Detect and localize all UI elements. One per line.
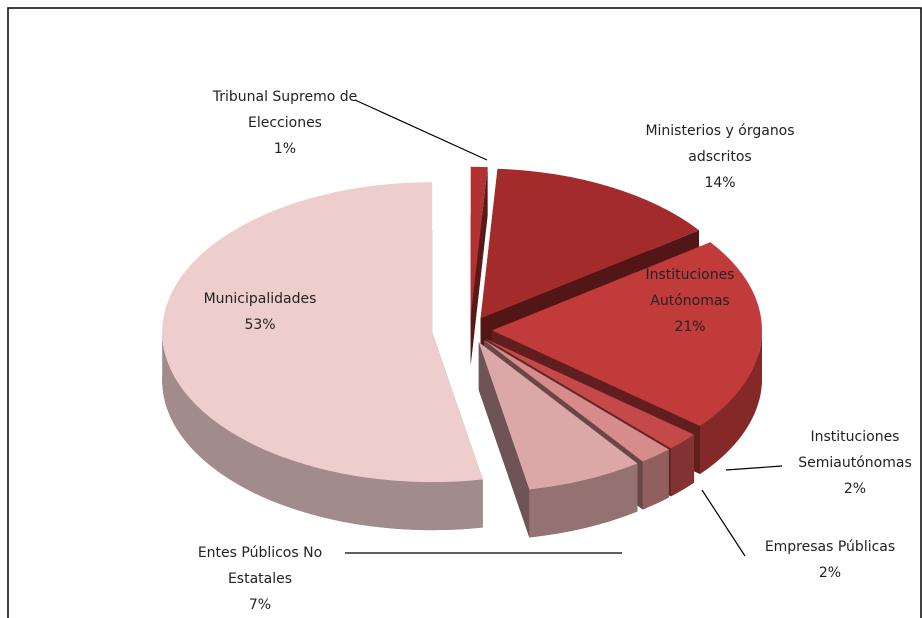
slice-top xyxy=(486,339,695,449)
slice-side xyxy=(670,434,695,497)
slice-top xyxy=(470,166,488,317)
slice-side xyxy=(529,463,638,538)
leader-line xyxy=(725,465,783,471)
slice-label: Entes Públicos No Estatales 7% xyxy=(170,540,350,618)
category-label: Empresas Públicas xyxy=(764,539,896,555)
slice-label: Municipalidades 53% xyxy=(175,286,345,338)
slice-top xyxy=(491,242,762,427)
slice-label: Empresas Públicas 2% xyxy=(735,534,922,586)
slice-top xyxy=(162,182,483,483)
category-label: Tribunal Supremo de Elecciones xyxy=(212,89,358,131)
value-label: 1% xyxy=(273,141,297,157)
frame xyxy=(7,7,922,618)
slice-top xyxy=(484,340,669,462)
value-label: 21% xyxy=(674,319,706,335)
slice-radial-wall xyxy=(478,342,530,538)
slice-label: Instituciones Autónomas 21% xyxy=(630,262,750,340)
slices xyxy=(162,166,762,538)
category-label: Instituciones Semiautónomas xyxy=(798,429,912,471)
value-label: 2% xyxy=(843,481,867,497)
leader-lines xyxy=(345,99,783,557)
slice-radial-wall xyxy=(470,167,488,365)
slice-label: Instituciones Semiautónomas 2% xyxy=(785,424,922,502)
slice-label: Ministerios y órganos adscritos 14% xyxy=(640,118,800,196)
value-label: 53% xyxy=(244,317,276,333)
value-label: 7% xyxy=(248,597,272,613)
category-label: Instituciones Autónomas xyxy=(645,267,735,309)
value-label: 14% xyxy=(704,175,736,191)
slice-top xyxy=(478,342,638,490)
slice-top xyxy=(480,168,700,319)
category-label: Entes Públicos No Estatales xyxy=(197,545,323,587)
slice-side xyxy=(162,332,483,531)
slice-side xyxy=(642,449,669,510)
slice-label: Tribunal Supremo de Elecciones 1% xyxy=(200,84,370,162)
leader-line xyxy=(354,99,488,161)
category-label: Municipalidades xyxy=(203,291,317,307)
slice-side xyxy=(700,330,762,475)
category-label: Ministerios y órganos adscritos xyxy=(645,123,795,165)
leader-line xyxy=(701,489,746,557)
value-label: 2% xyxy=(818,565,842,581)
